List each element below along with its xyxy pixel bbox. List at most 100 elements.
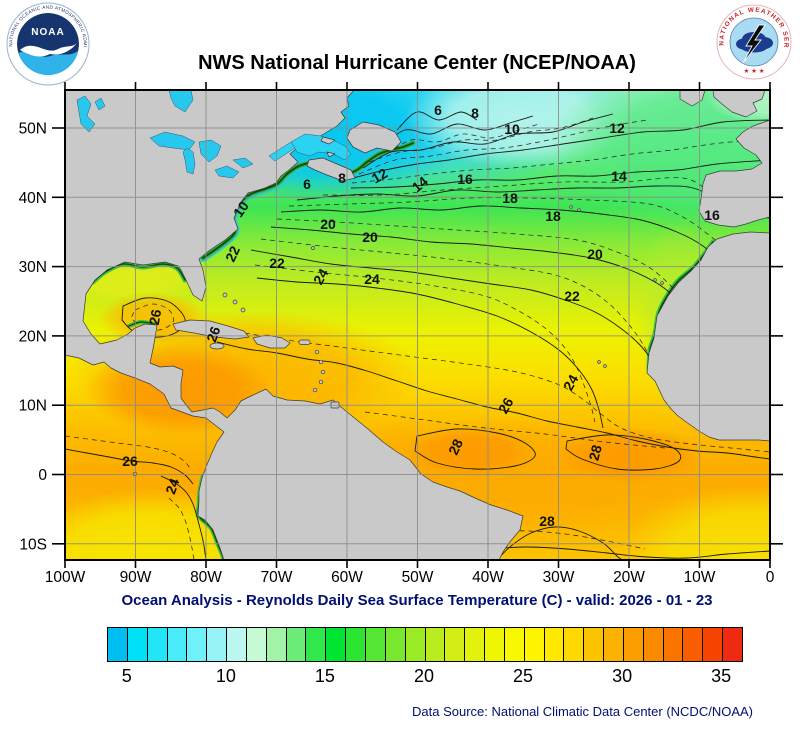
island-newfoundland <box>346 121 402 154</box>
colorbar-cell <box>385 628 406 661</box>
colorbar-tick-label: 5 <box>121 666 132 686</box>
colorbar-cell <box>207 628 228 661</box>
isotherm-label: 20 <box>587 246 603 262</box>
island-puerto-rico <box>298 339 311 345</box>
colorbar-cell <box>246 628 267 661</box>
lon-label: 90W <box>120 569 152 586</box>
colorbar-tick-label: 30 <box>612 666 633 686</box>
colorbar-cell <box>485 628 505 661</box>
island-bahamas <box>222 292 228 298</box>
isotherm-label: 28 <box>585 443 605 462</box>
isotherm-label: 16 <box>704 207 720 223</box>
isotherm-label: 20 <box>362 229 378 245</box>
colorbar-cell <box>623 628 644 661</box>
isotherm-label: 26 <box>146 308 164 326</box>
colorbar-cell <box>445 628 466 661</box>
james-bay <box>168 90 194 113</box>
colorbar-cell <box>227 628 247 661</box>
nws-lightning-icon <box>742 24 766 64</box>
isotherm-label: 24 <box>364 271 380 287</box>
land-africa <box>646 231 770 442</box>
colorbar-labels: 5 10 15 20 25 30 35 <box>107 666 741 690</box>
island-ireland <box>679 90 706 107</box>
island-canaries <box>653 278 657 282</box>
colorbar-cell <box>108 628 128 661</box>
lon-label: 40W <box>472 569 504 586</box>
lon-label: 50W <box>402 569 434 586</box>
colorbar-cell <box>326 628 347 661</box>
lon-label: 60W <box>331 569 363 586</box>
isotherm-label: 22 <box>222 243 243 264</box>
isotherm-label: 10 <box>504 121 520 137</box>
isotherm-label: 26 <box>495 395 517 417</box>
island-pei <box>326 151 336 158</box>
axis-ticks <box>52 82 783 568</box>
lon-label: 80W <box>190 569 222 586</box>
island-bahamas <box>240 307 246 313</box>
colorbar-cell <box>405 628 426 661</box>
lon-label: 20W <box>613 569 645 586</box>
colorbar-cell <box>683 628 704 661</box>
isotherm-label: 22 <box>564 288 580 304</box>
colorbar-cell <box>167 628 188 661</box>
isotherm-label: 8 <box>471 105 479 121</box>
isotherm-label: 26 <box>122 453 138 469</box>
lake-erie <box>214 165 240 179</box>
island-bermuda <box>311 246 315 250</box>
lake-michigan <box>182 147 196 175</box>
island-antilles <box>314 349 320 355</box>
colorbar-tick-label: 25 <box>513 666 534 686</box>
lake-huron <box>198 139 222 163</box>
island-cape-verde <box>597 360 601 364</box>
isotherm-label: 6 <box>303 176 311 192</box>
island-jamaica <box>209 342 225 350</box>
lake-winnipeg <box>76 95 96 133</box>
noaa-emblem: NOAA <box>17 13 79 75</box>
colorbar-cell <box>346 628 366 661</box>
isotherm-label: 6 <box>434 102 442 118</box>
isotherm-label: 24 <box>162 476 182 496</box>
colorbar-cell <box>127 628 148 661</box>
isotherm-label: 24 <box>560 372 582 394</box>
colorbar-tick-label: 15 <box>314 666 335 686</box>
map-caption: Ocean Analysis - Reynolds Daily Sea Surf… <box>121 592 713 609</box>
noaa-seagull-icon <box>20 43 77 57</box>
water-gulf-st-lawrence <box>290 133 352 161</box>
noaa-acronym: NOAA <box>31 27 64 38</box>
lon-label: 30W <box>543 569 575 586</box>
land-iberia-france <box>698 119 770 228</box>
lon-label: 100W <box>45 569 86 586</box>
colorbar-cell <box>524 628 545 661</box>
lake-superior <box>149 131 196 151</box>
isotherm-label: 14 <box>611 168 627 184</box>
colorbar-tick-label: 10 <box>215 666 236 686</box>
island-azores <box>577 208 581 212</box>
colorbar-cell <box>266 628 287 661</box>
colorbar-tick-label: 35 <box>711 666 732 686</box>
lakes-layer <box>76 90 254 179</box>
colorbar-cell <box>604 628 624 661</box>
colorbar-cell <box>544 628 565 661</box>
island-great-britain <box>712 90 766 118</box>
lon-label: 0 <box>766 569 775 586</box>
lon-axis-labels: 100W 90W 80W 70W 60W 50W 40W 30W 20W 10W 0 <box>45 569 775 586</box>
isotherm-label: 20 <box>320 216 336 232</box>
lat-label: 10S <box>19 536 47 553</box>
lat-label: 0 <box>38 467 47 484</box>
island-antilles <box>318 379 324 385</box>
graticule <box>65 90 770 560</box>
page-title: NWS National Hurricane Center (NCEP/NOAA… <box>198 52 636 74</box>
colorbar-cell <box>584 628 605 661</box>
isotherm-label: 28 <box>539 513 555 529</box>
temperature-colorbar <box>107 627 743 662</box>
colorbar-cell <box>564 628 585 661</box>
island-nova-scotia <box>306 157 356 182</box>
isotherm-label: 26 <box>203 324 223 344</box>
data-source-note: Data Source: National Climatic Data Cent… <box>412 704 753 719</box>
lat-label: 20N <box>19 328 47 345</box>
island-antilles <box>312 387 318 393</box>
island-canaries <box>660 281 664 285</box>
isotherm-label: 12 <box>609 120 625 136</box>
